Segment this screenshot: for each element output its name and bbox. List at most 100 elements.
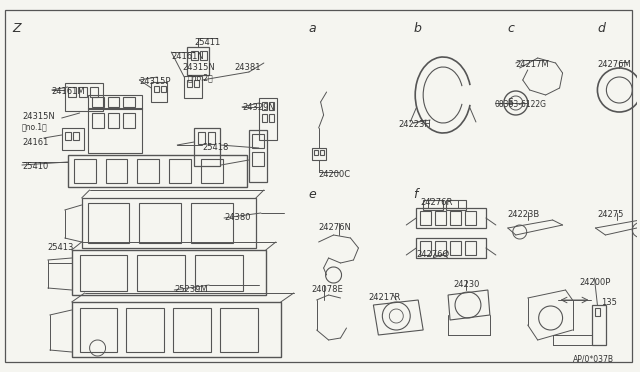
Bar — [65, 83, 102, 111]
Text: 24161: 24161 — [22, 138, 48, 147]
Text: a: a — [308, 22, 316, 35]
Bar — [208, 132, 215, 144]
Bar — [416, 208, 486, 228]
Bar — [465, 241, 476, 255]
Bar — [262, 114, 267, 122]
Text: 08363-6122G: 08363-6122G — [495, 100, 547, 109]
Text: 24230: 24230 — [453, 280, 479, 289]
Text: 24217R: 24217R — [369, 293, 401, 302]
Bar — [68, 155, 247, 187]
Text: S: S — [508, 98, 513, 107]
Bar — [423, 200, 443, 210]
Bar — [269, 114, 274, 122]
Bar — [593, 305, 606, 345]
Text: 24217M: 24217M — [516, 60, 549, 69]
Bar — [92, 97, 104, 107]
Bar — [79, 255, 127, 291]
Bar — [151, 82, 167, 102]
Bar — [124, 113, 136, 128]
Bar — [252, 134, 264, 148]
Bar — [446, 200, 466, 210]
Bar — [269, 102, 274, 110]
Bar — [420, 241, 431, 255]
Bar — [195, 255, 243, 291]
Bar — [92, 113, 104, 128]
Bar — [79, 87, 86, 97]
Text: Z: Z — [12, 22, 20, 35]
Text: 25411: 25411 — [194, 38, 220, 47]
Bar — [90, 87, 97, 97]
Bar — [465, 211, 476, 225]
Text: 25418: 25418 — [202, 143, 228, 152]
Text: 24161M: 24161M — [52, 87, 85, 96]
Bar — [220, 308, 258, 352]
Bar — [187, 80, 192, 87]
Bar — [191, 51, 198, 60]
Bar — [61, 128, 84, 150]
Bar — [65, 132, 70, 140]
Bar — [191, 203, 233, 243]
Text: AP/0*037B: AP/0*037B — [573, 355, 614, 364]
Bar — [173, 308, 211, 352]
Text: e: e — [308, 188, 316, 201]
Bar — [312, 148, 326, 160]
Text: f: f — [413, 188, 417, 201]
Text: 24381: 24381 — [234, 63, 260, 72]
Bar — [252, 152, 264, 166]
Bar — [161, 86, 166, 92]
Text: 24078E: 24078E — [312, 285, 344, 294]
Bar — [138, 159, 159, 183]
Bar — [416, 238, 486, 258]
Text: 24223H: 24223H — [398, 120, 431, 129]
Bar — [82, 198, 256, 248]
Text: 24200P: 24200P — [579, 278, 611, 287]
Text: 《no.1》: 《no.1》 — [22, 122, 47, 131]
Bar — [88, 203, 129, 243]
Bar — [140, 203, 181, 243]
Bar — [187, 47, 209, 75]
Bar — [249, 130, 267, 182]
Text: 24315P: 24315P — [140, 77, 171, 86]
Bar — [72, 302, 281, 357]
Text: 25410: 25410 — [22, 162, 48, 171]
Text: 《no.2》: 《no.2》 — [187, 73, 213, 82]
Bar — [108, 113, 120, 128]
Bar — [108, 97, 120, 107]
Bar — [68, 87, 76, 97]
Bar — [127, 308, 164, 352]
Bar — [106, 159, 127, 183]
Text: 24275: 24275 — [597, 210, 624, 219]
Bar — [73, 132, 79, 140]
Text: 25413: 25413 — [48, 243, 74, 252]
Bar — [169, 159, 191, 183]
Bar — [194, 128, 220, 166]
Bar — [124, 97, 136, 107]
Bar — [88, 95, 142, 109]
Bar — [88, 108, 142, 153]
Bar — [79, 308, 118, 352]
Bar — [259, 98, 277, 140]
Text: 24276M: 24276M — [597, 60, 631, 69]
Text: 24276Q: 24276Q — [416, 250, 449, 259]
Text: b: b — [413, 22, 421, 35]
Text: 24200C: 24200C — [319, 170, 351, 179]
Bar — [74, 159, 95, 183]
Bar — [138, 255, 185, 291]
Bar — [420, 211, 431, 225]
Bar — [200, 51, 207, 60]
Text: 24380: 24380 — [224, 213, 250, 222]
Text: 24223B: 24223B — [508, 210, 540, 219]
Text: 24315N: 24315N — [22, 112, 54, 121]
Text: 24276N: 24276N — [319, 223, 351, 232]
Text: c: c — [508, 22, 515, 35]
Bar — [262, 102, 267, 110]
Bar — [435, 211, 446, 225]
Bar — [595, 308, 600, 316]
Bar — [314, 150, 317, 155]
Text: 24161N: 24161N — [172, 52, 204, 61]
Text: 135: 135 — [602, 298, 617, 307]
Text: 24329N: 24329N — [242, 103, 275, 112]
Text: 25239M: 25239M — [174, 285, 208, 294]
Bar — [72, 250, 266, 295]
Bar — [435, 241, 446, 255]
